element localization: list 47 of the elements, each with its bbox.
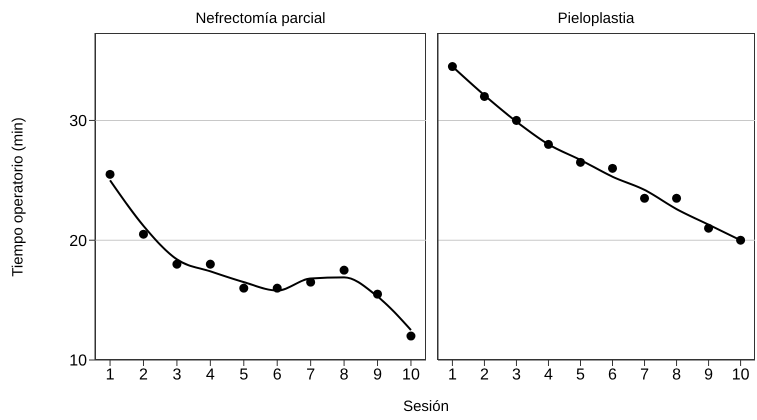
- x-axis-title: Sesión: [402, 398, 450, 415]
- point: [640, 194, 650, 203]
- x-tick-label: 6: [272, 366, 282, 384]
- y-tick-label: 20: [69, 232, 88, 250]
- point: [480, 92, 489, 101]
- x-tick-label: 8: [340, 366, 349, 384]
- x-tick-label: 8: [672, 366, 682, 384]
- point: [448, 62, 457, 72]
- x-tick-label: 4: [206, 366, 215, 384]
- x-tick-label: 5: [239, 366, 248, 384]
- point: [373, 290, 382, 299]
- point: [306, 278, 316, 287]
- x-tick-label: 3: [512, 366, 521, 384]
- point: [704, 224, 714, 233]
- x-tick-label: 5: [576, 366, 586, 384]
- x-tick-label: 2: [480, 366, 489, 384]
- x-tick-label: 7: [640, 366, 650, 384]
- x-tick-label: 9: [373, 366, 382, 384]
- y-axis-title: Tiempo operatorio (min): [10, 116, 26, 276]
- point: [239, 284, 248, 293]
- point: [206, 260, 215, 269]
- point: [544, 140, 553, 149]
- y-tick-label: 10: [69, 352, 88, 370]
- point: [736, 236, 746, 245]
- x-tick-label: 1: [448, 366, 457, 384]
- x-tick-label: 3: [172, 366, 182, 384]
- x-tick-label: 9: [704, 366, 714, 384]
- x-tick-label: 10: [402, 366, 420, 384]
- chart-title: Pieloplastia: [556, 10, 636, 27]
- point: [406, 332, 416, 341]
- x-tick-label: 6: [608, 366, 618, 384]
- x-tick-label: 1: [106, 366, 115, 384]
- x-tick-label: 7: [306, 366, 316, 384]
- point: [340, 266, 349, 275]
- point: [512, 116, 521, 125]
- point: [672, 194, 682, 203]
- x-tick-label: 4: [544, 366, 554, 384]
- point: [138, 230, 148, 239]
- chart-title: Nefrectomía parcial: [194, 10, 327, 27]
- point: [272, 284, 282, 293]
- x-tick-label: 10: [732, 366, 750, 384]
- point: [576, 158, 586, 167]
- point: [608, 164, 618, 173]
- point: [172, 260, 182, 269]
- y-tick-label: 30: [69, 113, 88, 130]
- point: [106, 170, 115, 179]
- x-tick-label: 2: [139, 366, 148, 384]
